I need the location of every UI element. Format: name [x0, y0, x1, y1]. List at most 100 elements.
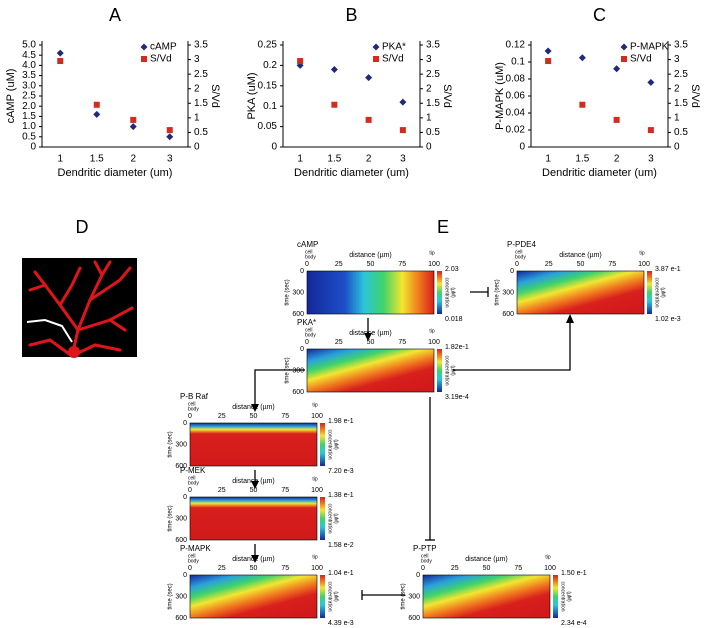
- cell-body-label: cell: [515, 249, 523, 255]
- y-tick-label: 300: [292, 367, 304, 374]
- x-tick-label: 3: [167, 154, 173, 165]
- x-tick-label: 3: [648, 154, 654, 165]
- x-tick-label: 75: [398, 261, 406, 268]
- cell-body-label: body: [305, 254, 316, 260]
- point: [613, 65, 621, 73]
- y-tick-label: 0.04: [506, 108, 526, 119]
- x-tick-label: 50: [367, 339, 375, 346]
- x-tick-label: 1.5: [327, 154, 341, 165]
- point: [93, 101, 100, 108]
- legend-label: cAMP: [150, 42, 177, 53]
- colorbar-unit: (µM): [566, 591, 572, 602]
- point: [166, 127, 173, 134]
- cell-body-label: body: [188, 406, 199, 412]
- colorbar-max: 3.87 e-1: [655, 266, 681, 273]
- y-tick-label: 0: [300, 268, 304, 275]
- y-tick-label: 300: [292, 289, 304, 296]
- chart: C 0 0.02 0.04 0.06 0.08 0.1 0.12 0 0.5 1 1.5 2 2.5 3 3.…: [494, 5, 701, 179]
- colorbar-unit: (µM): [660, 287, 666, 298]
- legend-label: PKA*: [382, 42, 406, 53]
- y-tick-label: 600: [408, 615, 420, 622]
- x-tick-label: 0: [188, 413, 192, 420]
- point: [93, 110, 101, 118]
- y-tick-label: 0.1: [263, 101, 277, 112]
- x-tick-label: 0: [515, 261, 519, 268]
- y2-tick-label: 1: [674, 112, 680, 123]
- cell-body-label: cell: [188, 475, 196, 481]
- cell-body-label: cell: [188, 553, 196, 559]
- panel-name: P-MAPK: [180, 544, 211, 553]
- y2-tick-label: 2: [674, 83, 680, 94]
- heatmap: [306, 270, 435, 315]
- point: [647, 78, 655, 86]
- y2-tick-label: 3.5: [426, 40, 440, 51]
- panel-label: E: [437, 217, 449, 237]
- y2-tick-label: 0: [674, 142, 680, 153]
- point: [647, 127, 654, 134]
- y-axis-label: time (sec): [285, 279, 291, 305]
- y2-tick-label: 0.5: [674, 127, 688, 138]
- y-axis-label: PKA (uM): [246, 72, 258, 119]
- y2-axis-label: S/Vd: [209, 84, 221, 108]
- colorbar-min: 1.02 e-3: [655, 316, 681, 323]
- colorbar: [320, 423, 325, 466]
- y-tick-label: 600: [292, 311, 304, 318]
- colorbar-max: 1.82e-1: [445, 344, 469, 351]
- colorbar: [320, 497, 325, 540]
- cell-body-label: cell: [421, 553, 429, 559]
- y-tick-label: 300: [175, 593, 187, 600]
- x-tick-label: 25: [218, 565, 226, 572]
- x-tick-label: 75: [398, 339, 406, 346]
- y-tick-label: 600: [502, 311, 514, 318]
- tip-label: tip: [429, 328, 435, 334]
- y2-axis-label: S/Vd: [689, 84, 701, 108]
- x-tick-label: 100: [311, 565, 323, 572]
- y-tick-label: 4.0: [22, 60, 36, 71]
- x-axis-label: Dendritic diameter (um): [58, 167, 173, 179]
- y-tick-label: 0.02: [506, 125, 526, 136]
- y-tick-label: 0: [30, 142, 36, 153]
- panel-name: PKA*: [297, 318, 316, 327]
- colorbar-max: 1.98 e-1: [328, 418, 354, 425]
- chart: B 0 0.05 0.1 0.15 0.2 0.25 0 0.5 1 1.5 2 2.5 3 3.5 1 1.5…: [246, 5, 453, 179]
- colorbar: [320, 575, 325, 618]
- y-tick-label: 0.08: [506, 74, 526, 85]
- y-tick-label: 0: [510, 268, 514, 275]
- cell-body-label: cell: [305, 249, 313, 255]
- point: [330, 65, 338, 73]
- y-tick-label: 3.5: [22, 70, 36, 81]
- x-tick-label: 3: [400, 154, 406, 165]
- x-tick-label: 75: [281, 487, 289, 494]
- y-tick-label: 600: [175, 463, 187, 470]
- colorbar-unit: (µM): [333, 439, 339, 450]
- x-tick-label: 50: [577, 261, 585, 268]
- point: [56, 49, 64, 57]
- x-tick-label: 0: [421, 565, 425, 572]
- legend-label: S/Vd: [630, 54, 652, 65]
- point: [365, 74, 373, 82]
- x-tick-label: 50: [483, 565, 491, 572]
- heatmap: [189, 496, 318, 541]
- panel-name: P-B Raf: [180, 392, 209, 401]
- x-axis-label: distance (µm): [465, 556, 508, 563]
- colorbar: [553, 575, 558, 618]
- y2-tick-label: 1.5: [426, 98, 440, 109]
- x-axis-label: distance (µm): [349, 252, 392, 259]
- y-tick-label: 600: [175, 537, 187, 544]
- panel-name: P-PDE4: [507, 240, 536, 249]
- y-tick-label: 300: [502, 289, 514, 296]
- y-tick-label: 0.25: [258, 40, 278, 51]
- x-tick-label: 0: [305, 261, 309, 268]
- x-tick-label: 2: [366, 154, 372, 165]
- x-tick-label: 2: [614, 154, 620, 165]
- x-axis-label: distance (µm): [559, 252, 602, 259]
- x-tick-label: 50: [250, 487, 258, 494]
- heatmap: [306, 348, 435, 393]
- x-axis-label: Dendritic diameter (um): [294, 167, 409, 179]
- point: [373, 56, 379, 62]
- y-axis-label: time (sec): [168, 505, 174, 531]
